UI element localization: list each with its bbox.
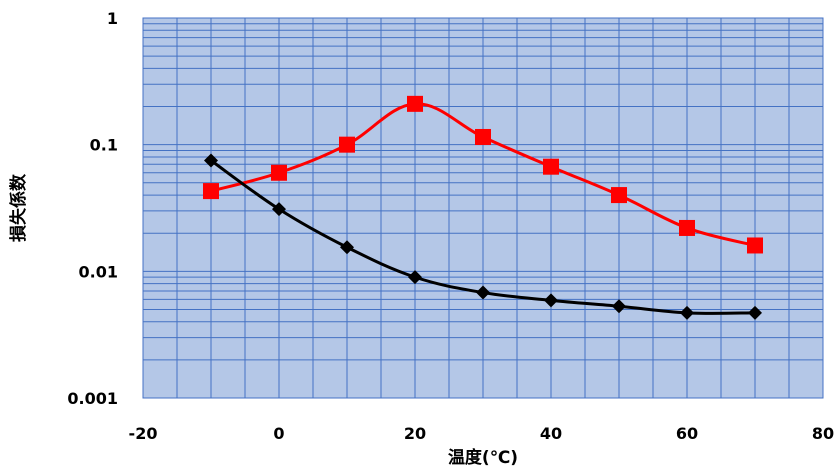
data-point-square (747, 237, 763, 254)
data-point-diamond (748, 305, 762, 320)
data-point-diamond (476, 285, 490, 300)
y-tick-label: 0.001 (67, 389, 118, 408)
data-point-square (203, 183, 219, 200)
x-tick-label: -20 (129, 424, 158, 443)
data-point-square (679, 219, 695, 236)
data-point-diamond (408, 270, 422, 285)
y-axis-title: 損失係数 (8, 173, 29, 242)
series-layer (203, 95, 763, 320)
data-point-square (543, 158, 559, 175)
data-point-diamond (340, 240, 354, 255)
data-point-square (339, 136, 355, 153)
data-point-diamond (680, 305, 694, 320)
x-tick-label: 80 (812, 424, 834, 443)
data-point-diamond (544, 293, 558, 308)
tick-labels: -20 0 20 40 60 80 0.001 0.01 0.1 1 (67, 9, 834, 443)
data-point-square (611, 187, 627, 204)
data-point-square (475, 128, 491, 145)
data-point-diamond (204, 153, 218, 168)
data-point-square (271, 164, 287, 181)
x-axis-title: 温度(℃) (448, 447, 518, 468)
data-point-diamond (612, 299, 626, 314)
y-tick-label: 0.1 (90, 136, 118, 155)
x-tick-label: 60 (676, 424, 698, 443)
grid-lines (143, 18, 823, 398)
x-tick-label: 40 (540, 424, 562, 443)
data-point-diamond (272, 202, 286, 217)
x-tick-label: 20 (404, 424, 426, 443)
y-tick-label: 1 (107, 9, 118, 28)
data-point-square (407, 95, 423, 112)
y-tick-label: 0.01 (79, 262, 118, 281)
x-tick-label: 0 (273, 424, 284, 443)
